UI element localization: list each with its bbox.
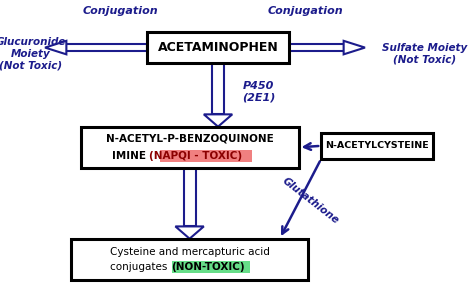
Text: Glucuronide
Moiety
(Not Toxic): Glucuronide Moiety (Not Toxic) bbox=[0, 37, 66, 70]
Bar bbox=[172, 261, 250, 273]
Bar bbox=[66, 44, 147, 51]
Polygon shape bbox=[344, 41, 365, 54]
Bar bbox=[321, 133, 432, 159]
Text: (NON-TOXIC): (NON-TOXIC) bbox=[171, 262, 244, 272]
Bar bbox=[212, 63, 224, 114]
Bar bbox=[81, 126, 299, 168]
Text: conjugates: conjugates bbox=[110, 262, 171, 272]
Text: Sulfate Moiety
(Not Toxic): Sulfate Moiety (Not Toxic) bbox=[382, 43, 467, 64]
Bar bbox=[160, 150, 252, 162]
Text: Cysteine and mercapturic acid: Cysteine and mercapturic acid bbox=[109, 247, 270, 257]
Bar bbox=[184, 168, 196, 227]
Polygon shape bbox=[204, 114, 232, 126]
Polygon shape bbox=[175, 227, 204, 239]
Bar bbox=[289, 44, 344, 51]
Text: ACETAMINOPHEN: ACETAMINOPHEN bbox=[158, 41, 278, 54]
Text: N-ACETYL-P-BENZOQUINONE: N-ACETYL-P-BENZOQUINONE bbox=[106, 134, 273, 144]
Text: (NAPQI - TOXIC): (NAPQI - TOXIC) bbox=[149, 151, 242, 161]
Text: Conjugation: Conjugation bbox=[268, 6, 344, 16]
Bar bbox=[147, 32, 289, 63]
Bar bbox=[71, 239, 308, 280]
Polygon shape bbox=[45, 41, 66, 54]
Text: Glutathione: Glutathione bbox=[280, 176, 341, 226]
Text: Conjugation: Conjugation bbox=[83, 6, 159, 16]
Text: IMINE: IMINE bbox=[112, 151, 149, 161]
Text: P450
(2E1): P450 (2E1) bbox=[242, 81, 275, 103]
Text: N-ACETYLCYSTEINE: N-ACETYLCYSTEINE bbox=[325, 141, 428, 150]
